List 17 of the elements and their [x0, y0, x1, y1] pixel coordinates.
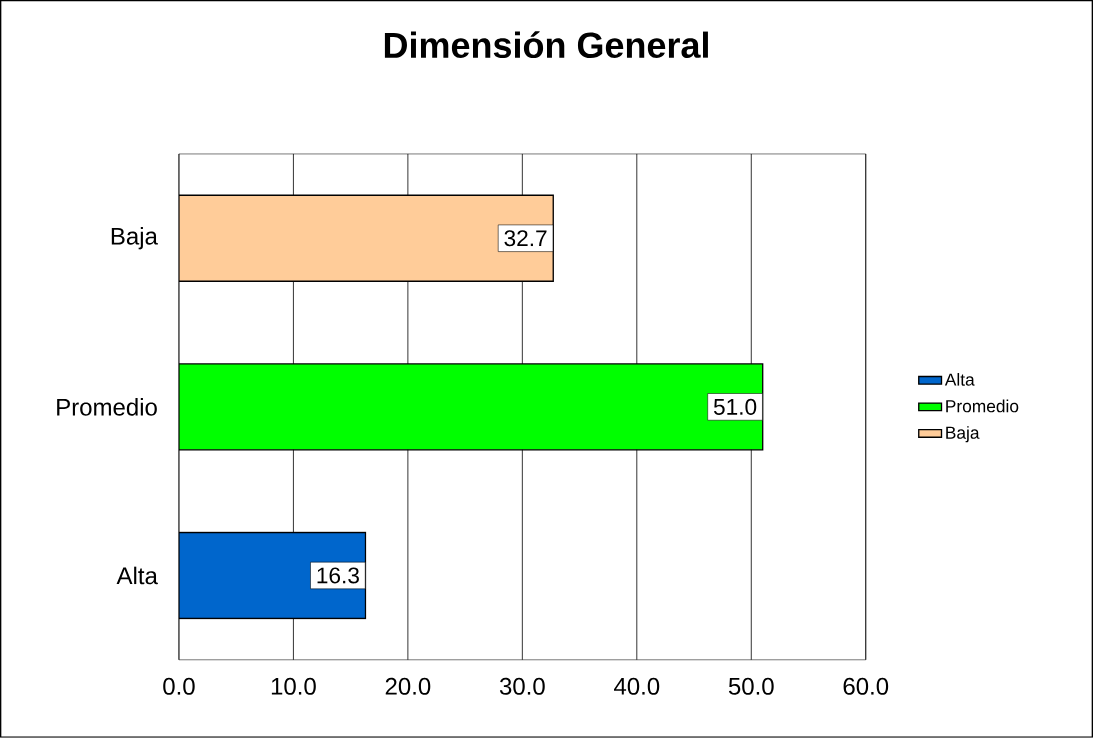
legend-label: Promedio: [946, 399, 1019, 413]
x-tick-label: 20.0: [385, 677, 431, 695]
x-tick-label: 60.0: [843, 677, 889, 695]
y-tick-label: Alta: [116, 566, 158, 585]
chart-title: Dimensión General: [384, 31, 708, 59]
x-tick-label: 40.0: [614, 677, 660, 695]
x-tick-label: 0.0: [163, 677, 195, 695]
data-label: 16.3: [317, 567, 359, 584]
x-tick-label: 50.0: [728, 677, 774, 695]
legend-label: Alta: [944, 373, 975, 386]
data-label: 51.0: [713, 398, 757, 416]
legend-label: Baja: [946, 426, 980, 443]
y-tick-label: Promedio: [57, 398, 157, 416]
data-label: 32.7: [504, 230, 547, 247]
x-tick-label: 30.0: [499, 677, 545, 695]
y-tick-label: Baja: [111, 227, 158, 250]
x-tick-label: 10.0: [271, 677, 316, 695]
